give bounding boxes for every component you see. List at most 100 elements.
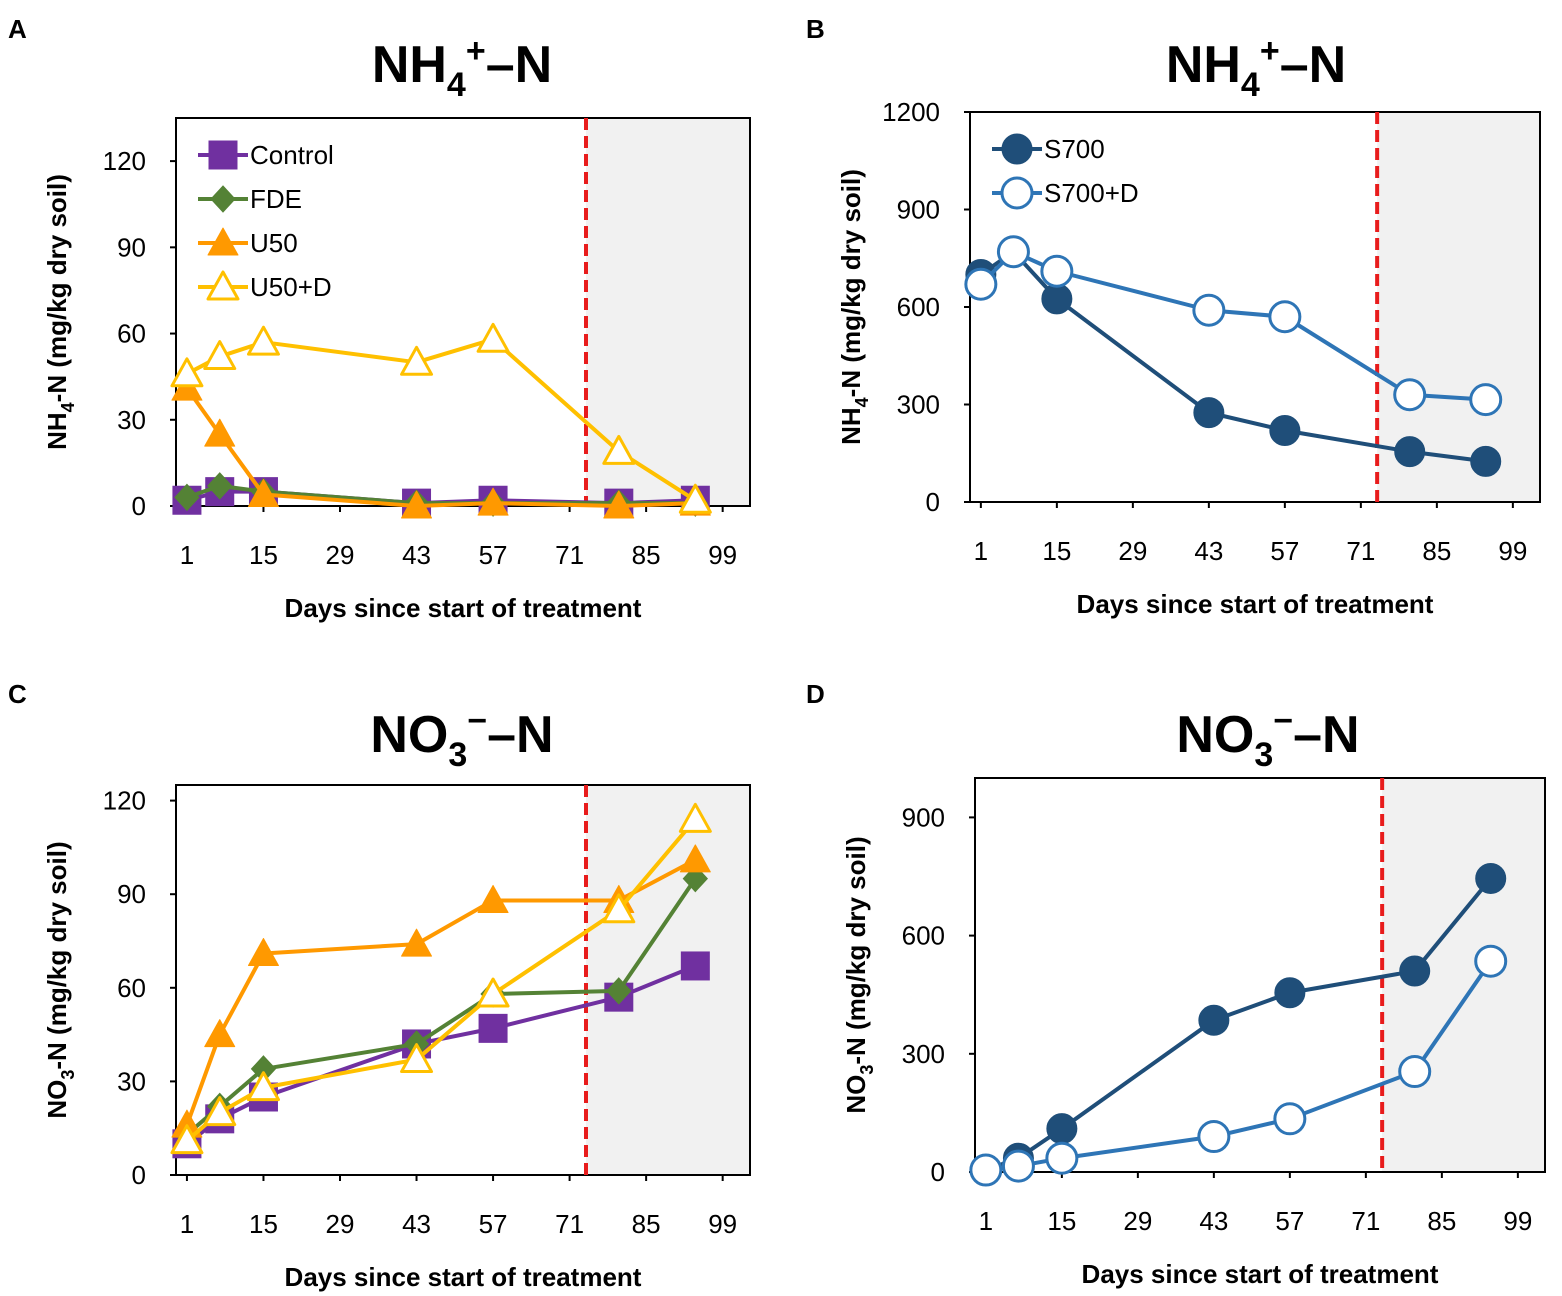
post-period-shade xyxy=(1377,112,1540,502)
y-title-rest: -N (mg/kg dry soil) xyxy=(42,841,72,1069)
data-point xyxy=(170,1124,204,1155)
title-superscript: − xyxy=(467,702,487,740)
chart-title: NH4+–N xyxy=(372,32,552,104)
y-title-main: NH xyxy=(836,407,866,445)
chart-title: NO3−–N xyxy=(370,702,553,774)
x-axis-title: Days since start of treatment xyxy=(285,593,642,623)
title-rest: –N xyxy=(1293,706,1359,764)
data-point xyxy=(1197,1120,1231,1154)
post-period-shade xyxy=(586,785,750,1175)
data-point xyxy=(1470,445,1502,477)
y-title-main: NH xyxy=(42,412,72,450)
x-tick-label: 71 xyxy=(555,540,584,570)
x-tick-label: 99 xyxy=(708,540,737,570)
series-u50-d xyxy=(170,322,712,514)
data-point xyxy=(246,1071,280,1102)
title-rest: –N xyxy=(1280,36,1346,94)
y-tick-label: 90 xyxy=(117,879,146,909)
data-point xyxy=(606,977,632,1005)
legend-label: Control xyxy=(250,140,334,170)
data-point xyxy=(969,1153,1003,1187)
y-title-subscript: 3 xyxy=(857,1065,877,1075)
x-tick-label: 15 xyxy=(249,540,278,570)
legend-label: U50 xyxy=(250,228,298,258)
title-main: NO xyxy=(370,706,448,764)
data-point xyxy=(1046,1113,1078,1145)
data-point xyxy=(1045,1141,1079,1175)
x-tick-label: 99 xyxy=(708,1209,737,1239)
data-point xyxy=(170,357,204,388)
panel-letter: A xyxy=(8,14,27,44)
y-title-subscript: 4 xyxy=(852,397,872,407)
title-superscript: + xyxy=(1260,32,1280,70)
data-point xyxy=(1001,1149,1035,1183)
x-tick-label: 85 xyxy=(1427,1206,1456,1236)
y-tick-label: 30 xyxy=(117,405,146,435)
x-tick-label: 29 xyxy=(1118,536,1147,566)
panel-letter: B xyxy=(806,14,825,44)
title-superscript: − xyxy=(1273,702,1293,740)
y-tick-label: 0 xyxy=(931,1157,945,1187)
data-point xyxy=(602,893,636,924)
legend-label: S700 xyxy=(1044,134,1105,164)
data-point xyxy=(246,325,280,356)
series-u50-d xyxy=(170,802,712,1155)
data-point xyxy=(247,937,279,966)
y-axis-title: NH4-N (mg/kg dry soil) xyxy=(836,169,872,445)
title-main: NH xyxy=(372,36,447,94)
x-tick-label: 15 xyxy=(249,1209,278,1239)
x-tick-label: 43 xyxy=(402,540,431,570)
data-point xyxy=(401,928,433,957)
y-tick-label: 0 xyxy=(132,1160,146,1190)
chart-title: NO3−–N xyxy=(1176,702,1359,774)
y-tick-label: 30 xyxy=(117,1066,146,1096)
y-axis-title: NO3-N (mg/kg dry soil) xyxy=(42,841,78,1118)
x-tick-label: 1 xyxy=(979,1206,993,1236)
data-point xyxy=(1399,955,1431,987)
legend-label: FDE xyxy=(250,184,302,214)
data-point xyxy=(1394,436,1426,468)
x-axis-title: Days since start of treatment xyxy=(1077,589,1434,619)
data-point xyxy=(678,802,712,833)
y-tick-label: 120 xyxy=(103,146,146,176)
title-rest: –N xyxy=(486,36,552,94)
data-point xyxy=(478,1013,508,1043)
y-tick-label: 60 xyxy=(117,973,146,1003)
title-rest: –N xyxy=(487,706,553,764)
panel-letter: D xyxy=(806,679,825,709)
y-tick-label: 90 xyxy=(117,232,146,262)
data-point xyxy=(204,1019,236,1048)
data-point xyxy=(1198,1004,1230,1036)
x-tick-label: 71 xyxy=(1346,536,1375,566)
x-tick-label: 1 xyxy=(974,536,988,566)
title-subscript: 3 xyxy=(448,736,467,774)
x-tick-label: 57 xyxy=(1275,1206,1304,1236)
legend-marker xyxy=(207,227,239,256)
series-s700-d xyxy=(964,235,1503,417)
data-point xyxy=(680,951,710,981)
title-subscript: 3 xyxy=(1254,736,1273,774)
y-tick-label: 120 xyxy=(103,786,146,816)
y-tick-label: 900 xyxy=(897,195,940,225)
data-point xyxy=(247,479,279,508)
data-point xyxy=(400,345,434,376)
data-point xyxy=(203,340,237,371)
y-title-rest: -N (mg/kg dry soil) xyxy=(836,169,866,397)
legend-marker xyxy=(1000,176,1034,210)
data-point xyxy=(964,267,998,301)
data-point xyxy=(1268,300,1302,334)
x-tick-label: 29 xyxy=(326,540,355,570)
legend-label: S700+D xyxy=(1044,178,1139,208)
post-period-shade xyxy=(586,118,750,506)
x-tick-label: 1 xyxy=(180,540,194,570)
x-tick-label: 71 xyxy=(1351,1206,1380,1236)
data-point xyxy=(1393,378,1427,412)
data-point xyxy=(477,487,509,516)
legend: Control FDE U50 U50+D xyxy=(198,140,334,302)
data-point xyxy=(401,490,433,519)
data-point xyxy=(207,472,233,500)
